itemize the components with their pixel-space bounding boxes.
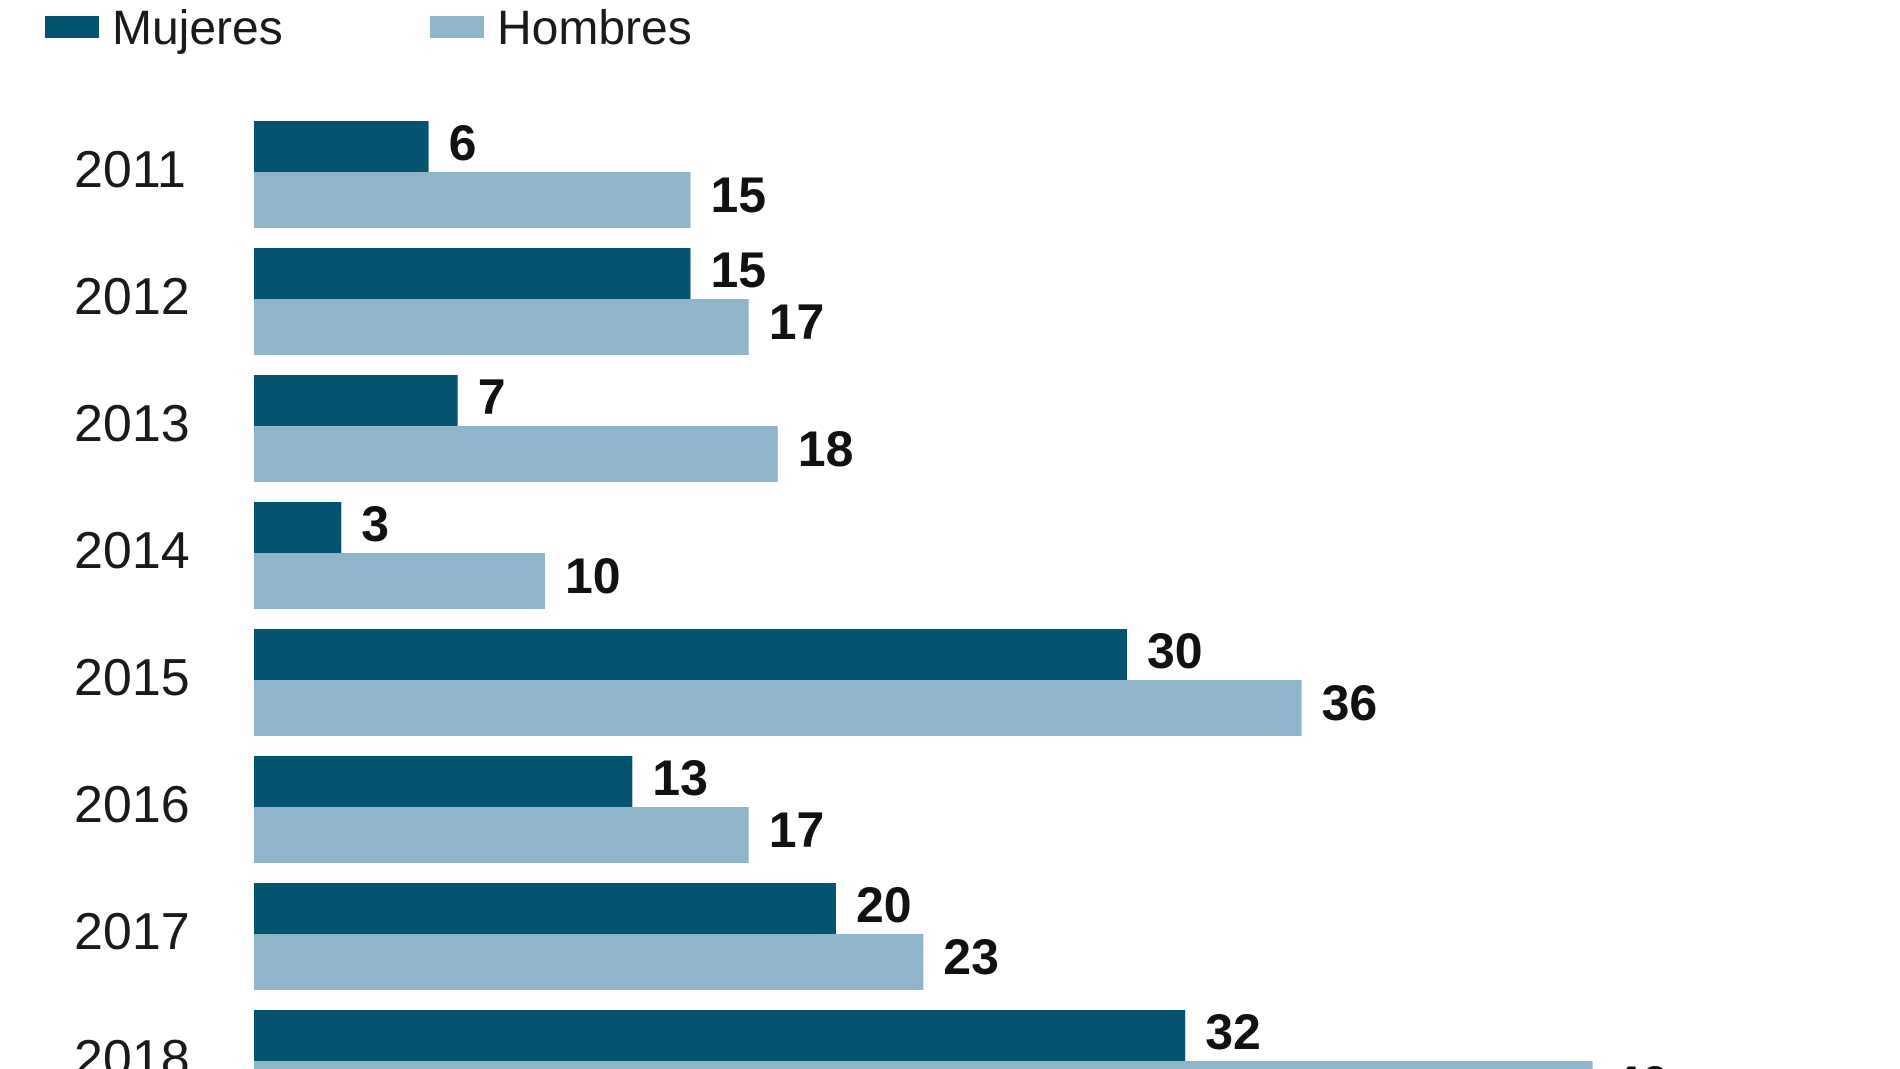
bar-mujeres-2011 — [254, 121, 429, 177]
year-label-2011: 2011 — [74, 141, 186, 199]
year-label-2016: 2016 — [74, 776, 190, 834]
value-label-hombres-2014: 10 — [565, 548, 621, 604]
bar-hombres-2016 — [254, 807, 749, 863]
bar-mujeres-2016 — [254, 756, 633, 812]
year-label-2018: 2018 — [74, 1030, 190, 1069]
legend-swatch-hombres — [430, 16, 484, 38]
value-label-mujeres-2012: 15 — [711, 242, 767, 298]
value-label-mujeres-2016: 13 — [652, 750, 708, 806]
year-label-2012: 2012 — [74, 268, 190, 326]
legend: Mujeres Hombres — [45, 2, 692, 55]
bar-mujeres-2015 — [254, 629, 1127, 685]
value-label-hombres-2012: 17 — [769, 294, 825, 350]
bar-hombres-2012 — [254, 299, 749, 355]
bar-hombres-2013 — [254, 426, 778, 482]
legend-label-hombres: Hombres — [497, 2, 692, 55]
year-label-2014: 2014 — [74, 522, 190, 580]
value-label-mujeres-2015: 30 — [1147, 623, 1203, 679]
bar-mujeres-2012 — [254, 248, 691, 304]
value-label-hombres-2011: 15 — [711, 167, 767, 223]
year-label-2017: 2017 — [74, 903, 190, 961]
value-label-mujeres-2018: 32 — [1205, 1004, 1261, 1060]
bar-hombres-2014 — [254, 553, 545, 609]
value-label-hombres-2016: 17 — [769, 802, 825, 858]
value-label-hombres-2015: 36 — [1322, 675, 1378, 731]
value-label-mujeres-2017: 20 — [856, 877, 912, 933]
value-label-mujeres-2011: 6 — [449, 115, 477, 171]
year-label-2015: 2015 — [74, 649, 190, 707]
bar-hombres-2018 — [254, 1061, 1593, 1069]
value-label-mujeres-2014: 3 — [361, 496, 389, 552]
bar-mujeres-2013 — [254, 375, 458, 431]
value-label-hombres-2013: 18 — [798, 421, 854, 477]
bar-mujeres-2014 — [254, 502, 342, 558]
year-label-2013: 2013 — [74, 395, 190, 453]
bar-mujeres-2018 — [254, 1010, 1186, 1066]
legend-swatch-mujeres — [45, 16, 99, 38]
bar-mujeres-2017 — [254, 883, 836, 939]
bar-hombres-2017 — [254, 934, 924, 990]
bar-hombres-2015 — [254, 680, 1302, 736]
value-label-hombres-2017: 23 — [943, 929, 999, 985]
legend-label-mujeres: Mujeres — [112, 2, 283, 55]
value-label-mujeres-2013: 7 — [478, 369, 506, 425]
value-label-hombres-2018: 46 — [1613, 1056, 1669, 1069]
bar-hombres-2011 — [254, 172, 691, 228]
